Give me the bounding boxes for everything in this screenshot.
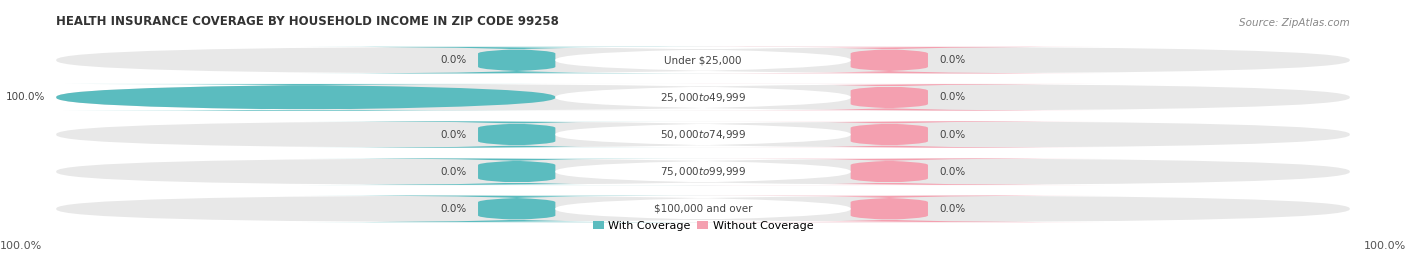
FancyBboxPatch shape xyxy=(359,84,1047,111)
FancyBboxPatch shape xyxy=(675,121,1104,148)
Text: 100.0%: 100.0% xyxy=(6,92,45,102)
FancyBboxPatch shape xyxy=(56,121,1350,148)
Text: 100.0%: 100.0% xyxy=(1364,241,1406,251)
FancyBboxPatch shape xyxy=(359,121,1047,148)
Text: HEALTH INSURANCE COVERAGE BY HOUSEHOLD INCOME IN ZIP CODE 99258: HEALTH INSURANCE COVERAGE BY HOUSEHOLD I… xyxy=(56,15,560,28)
FancyBboxPatch shape xyxy=(359,47,1047,73)
FancyBboxPatch shape xyxy=(302,47,731,73)
FancyBboxPatch shape xyxy=(302,121,731,148)
FancyBboxPatch shape xyxy=(675,84,1104,111)
Text: 0.0%: 0.0% xyxy=(440,204,467,214)
Text: $75,000 to $99,999: $75,000 to $99,999 xyxy=(659,165,747,178)
Text: 0.0%: 0.0% xyxy=(939,129,966,140)
Text: 0.0%: 0.0% xyxy=(440,167,467,177)
Text: 0.0%: 0.0% xyxy=(939,167,966,177)
Text: Source: ZipAtlas.com: Source: ZipAtlas.com xyxy=(1239,18,1350,28)
Text: 0.0%: 0.0% xyxy=(440,55,467,65)
FancyBboxPatch shape xyxy=(56,84,555,111)
Text: Under $25,000: Under $25,000 xyxy=(664,55,742,65)
FancyBboxPatch shape xyxy=(359,158,1047,185)
Text: 0.0%: 0.0% xyxy=(440,129,467,140)
Legend: With Coverage, Without Coverage: With Coverage, Without Coverage xyxy=(588,216,818,235)
FancyBboxPatch shape xyxy=(56,47,1350,73)
FancyBboxPatch shape xyxy=(675,196,1104,222)
FancyBboxPatch shape xyxy=(359,196,1047,222)
Text: 100.0%: 100.0% xyxy=(0,241,42,251)
FancyBboxPatch shape xyxy=(675,158,1104,185)
Text: 0.0%: 0.0% xyxy=(939,204,966,214)
FancyBboxPatch shape xyxy=(56,196,1350,222)
Text: $100,000 and over: $100,000 and over xyxy=(654,204,752,214)
FancyBboxPatch shape xyxy=(56,84,1350,111)
Text: $25,000 to $49,999: $25,000 to $49,999 xyxy=(659,91,747,104)
FancyBboxPatch shape xyxy=(302,158,731,185)
FancyBboxPatch shape xyxy=(302,196,731,222)
FancyBboxPatch shape xyxy=(675,47,1104,73)
Text: 0.0%: 0.0% xyxy=(939,55,966,65)
Text: $50,000 to $74,999: $50,000 to $74,999 xyxy=(659,128,747,141)
Text: 0.0%: 0.0% xyxy=(939,92,966,102)
FancyBboxPatch shape xyxy=(56,158,1350,185)
